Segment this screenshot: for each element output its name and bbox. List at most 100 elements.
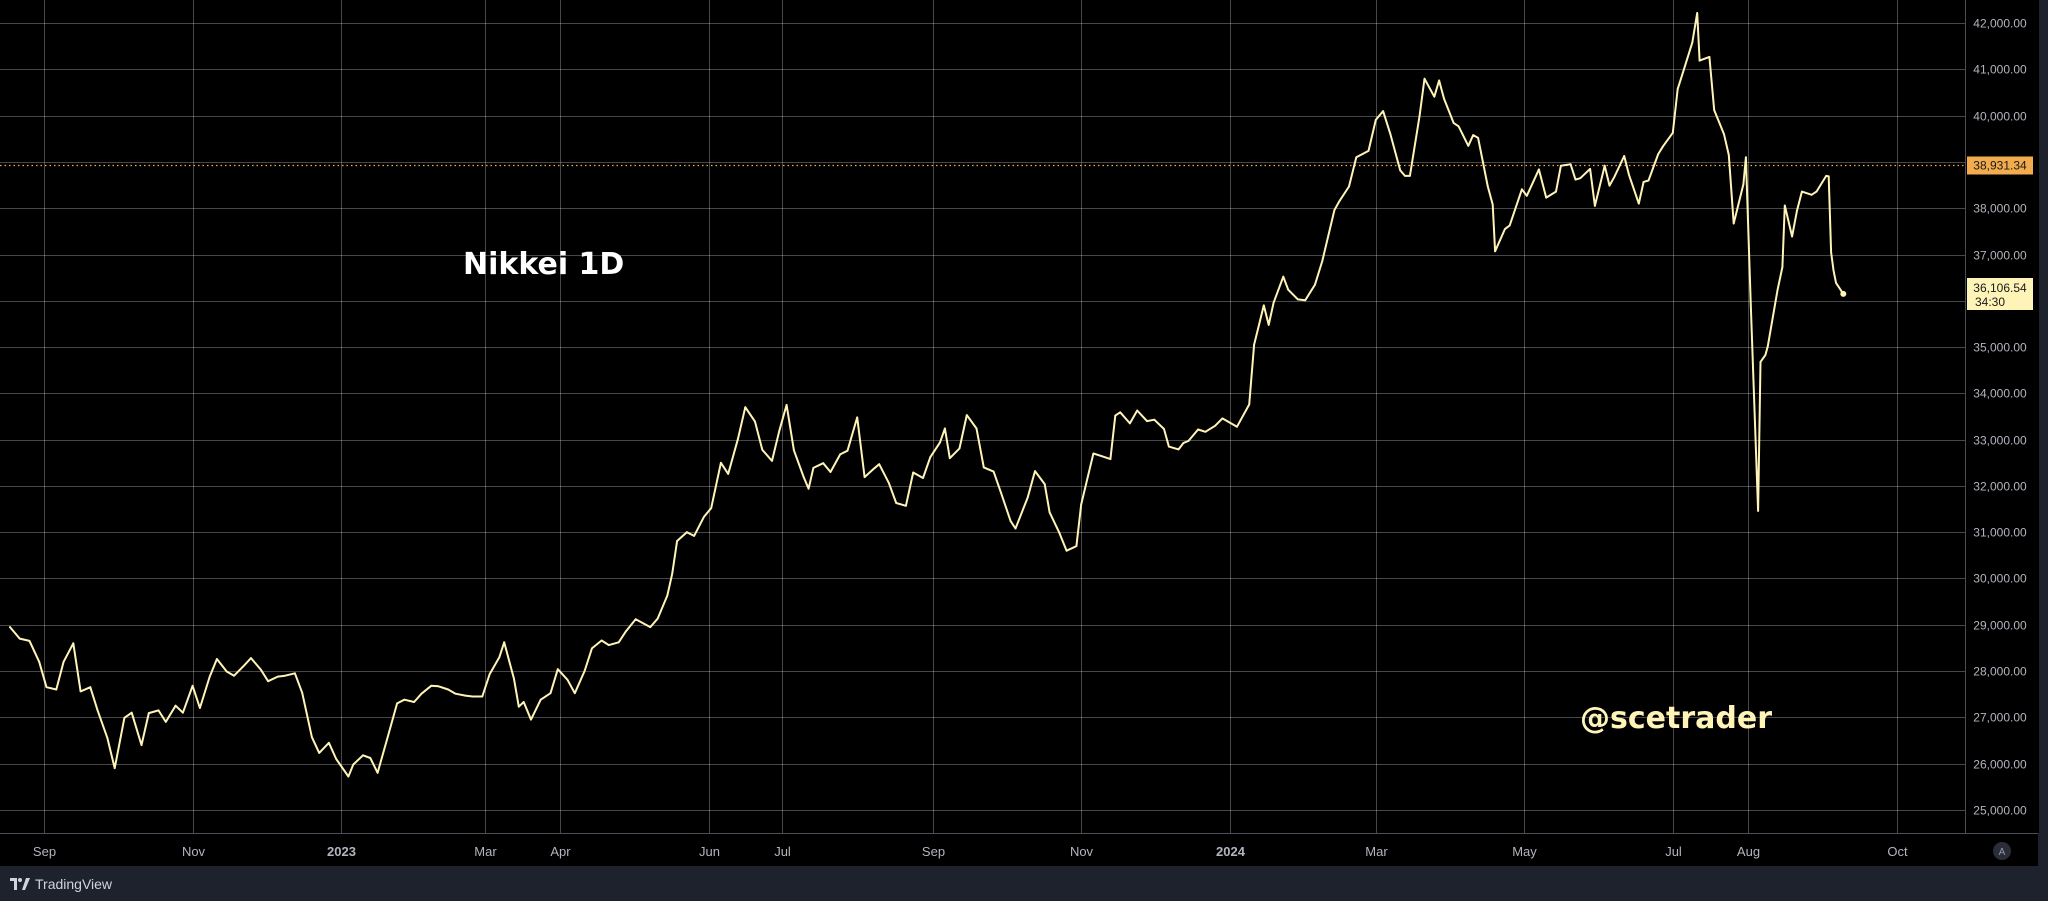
data-point (1491, 203, 1494, 206)
data-point (72, 642, 75, 645)
watermark-handle: @scetrader (1580, 701, 1772, 736)
data-point (9, 626, 11, 628)
data-point (96, 709, 99, 712)
data-point (1099, 454, 1102, 457)
data-point (556, 668, 559, 671)
data-point (420, 692, 423, 695)
chart-title: Nikkei 1D (463, 247, 624, 282)
data-point (1830, 251, 1832, 254)
data-point (1486, 185, 1489, 188)
data-point (284, 674, 286, 677)
data-point (846, 449, 849, 452)
data-point (1048, 511, 1051, 514)
data-point (829, 471, 832, 473)
data-point (1472, 134, 1475, 137)
data-point (352, 763, 355, 766)
price-axis[interactable] (1966, 0, 2039, 833)
data-point (1776, 289, 1779, 292)
data-point (1657, 153, 1660, 156)
data-point (1589, 168, 1591, 170)
time-axis[interactable] (0, 834, 2038, 866)
data-point (727, 473, 730, 475)
data-point (1267, 324, 1270, 326)
data-point (1457, 125, 1460, 128)
data-point (1338, 200, 1341, 203)
data-point (481, 695, 484, 698)
x-tick-label: Jul (774, 844, 791, 859)
data-point (45, 686, 48, 689)
data-point (812, 467, 815, 469)
data-point (1764, 354, 1767, 356)
data-point (1508, 224, 1511, 227)
data-point (888, 482, 890, 484)
data-point (1058, 531, 1061, 534)
data-point (1433, 95, 1436, 98)
data-point (863, 476, 866, 478)
data-point (1146, 420, 1148, 422)
data-point (1628, 174, 1630, 176)
price-chart[interactable]: 25,000.00 26,000.00 27,000.00 28,000.00 29,0… (0, 0, 2048, 866)
data-point (1262, 304, 1265, 307)
data-point (1579, 177, 1582, 180)
data-point (1297, 298, 1299, 301)
footer-bar: TradingView (0, 866, 2048, 901)
tradingview-logo[interactable]: TradingView (10, 876, 112, 892)
y-tick-label: 33,000.00 (1973, 434, 2027, 448)
data-point (617, 641, 620, 644)
data-point (301, 691, 304, 694)
data-point (649, 626, 652, 628)
y-tick-label: 40,000.00 (1973, 110, 2027, 124)
data-point (106, 737, 109, 739)
data-point (1374, 119, 1377, 121)
data-point (1236, 425, 1238, 428)
reference-price-label: 38,931.34 (1973, 159, 2027, 173)
x-tick-label: Aug (1737, 844, 1760, 859)
data-point (839, 453, 842, 456)
data-point (1438, 79, 1440, 82)
auto-scale-button[interactable] (1993, 842, 2011, 860)
data-point (347, 775, 350, 778)
data-point (1555, 190, 1557, 193)
data-point (1009, 520, 1012, 522)
data-point (744, 406, 747, 409)
data-point (1253, 343, 1255, 346)
data-point (549, 692, 552, 695)
data-point (895, 502, 898, 504)
x-tick-label: Apr (550, 844, 571, 859)
data-point (671, 572, 674, 575)
data-point (157, 709, 160, 712)
data-point (982, 466, 985, 469)
data-point (566, 678, 569, 681)
data-point (1075, 545, 1078, 547)
y-tick-label: 37,000.00 (1973, 249, 2027, 263)
data-point (1781, 266, 1784, 268)
data-point (771, 460, 773, 462)
data-point (807, 487, 810, 490)
data-point (267, 680, 269, 683)
data-point (1759, 361, 1762, 363)
data-point (1314, 283, 1316, 286)
data-point (1749, 304, 1752, 307)
x-tick-label: Nov (182, 844, 206, 859)
data-point (276, 675, 279, 678)
data-point (1109, 458, 1112, 460)
data-point (1204, 430, 1207, 433)
data-point (737, 437, 739, 440)
data-point (1732, 222, 1735, 225)
data-point (1835, 281, 1837, 284)
data-point (1404, 175, 1406, 177)
data-point (1642, 181, 1645, 183)
bar-countdown-label: 34:30 (1975, 295, 2005, 309)
data-point (1696, 12, 1699, 14)
data-point (1681, 72, 1684, 75)
data-point (656, 617, 659, 620)
data-point (1637, 202, 1640, 205)
data-point (685, 531, 688, 534)
y-tick-label: 30,000.00 (1973, 572, 2027, 586)
data-point (18, 637, 21, 640)
data-point (778, 429, 781, 432)
brand-label: TradingView (35, 875, 113, 892)
data-point (140, 744, 143, 746)
data-point (1153, 418, 1156, 421)
data-point (1197, 428, 1199, 431)
